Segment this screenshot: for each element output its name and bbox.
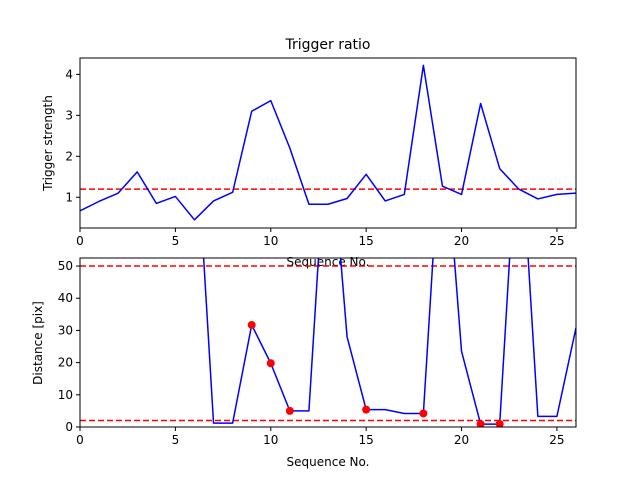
data-point-marker	[285, 406, 294, 415]
y-tick-label: 0	[65, 420, 73, 434]
data-point-marker	[266, 359, 275, 368]
y-axis-label: Trigger strength	[41, 95, 55, 192]
series-line	[80, 64, 576, 221]
x-tick-label: 10	[263, 234, 278, 248]
x-tick-label: 0	[76, 234, 84, 248]
x-tick-label: 10	[263, 433, 278, 447]
x-axis-label: Sequence No.	[287, 455, 370, 469]
distance-plot: 0 5 10 15 20 25 0 10 20 30 40 50 Distance [pix] Se…	[31, 257, 577, 469]
y-tick-label: 2	[65, 149, 73, 163]
y-tick-label: 50	[58, 259, 73, 273]
data-point-marker	[247, 320, 256, 329]
plot-frame	[79, 57, 577, 229]
x-tick-label: 25	[549, 234, 564, 248]
y-tick-label: 3	[65, 108, 73, 122]
plot-frame	[79, 257, 577, 428]
x-tick-label: 20	[454, 234, 469, 248]
chart-title: Trigger ratio	[284, 37, 370, 53]
y-tick-label: 4	[65, 67, 73, 81]
x-axis-label: Sequence No.	[287, 255, 370, 269]
y-tick-label: 40	[58, 291, 73, 305]
data-point-marker	[476, 420, 485, 427]
x-tick-label: 25	[549, 433, 564, 447]
y-tick-label: 1	[65, 190, 73, 204]
y-tick-label: 10	[58, 388, 73, 402]
x-tick-label: 5	[172, 234, 180, 248]
y-axis-label: Distance [pix]	[31, 301, 45, 385]
x-tick-label: 0	[76, 433, 84, 447]
x-tick-label: 15	[359, 234, 374, 248]
y-tick-label: 30	[58, 323, 73, 337]
y-tick-label: 20	[58, 356, 73, 370]
data-point-marker	[495, 420, 504, 427]
data-point-marker	[419, 409, 428, 418]
x-tick-label: 15	[359, 433, 374, 447]
series-line	[202, 258, 576, 425]
x-tick-label: 20	[454, 433, 469, 447]
x-tick-label: 5	[172, 433, 180, 447]
data-point-marker	[362, 405, 371, 414]
